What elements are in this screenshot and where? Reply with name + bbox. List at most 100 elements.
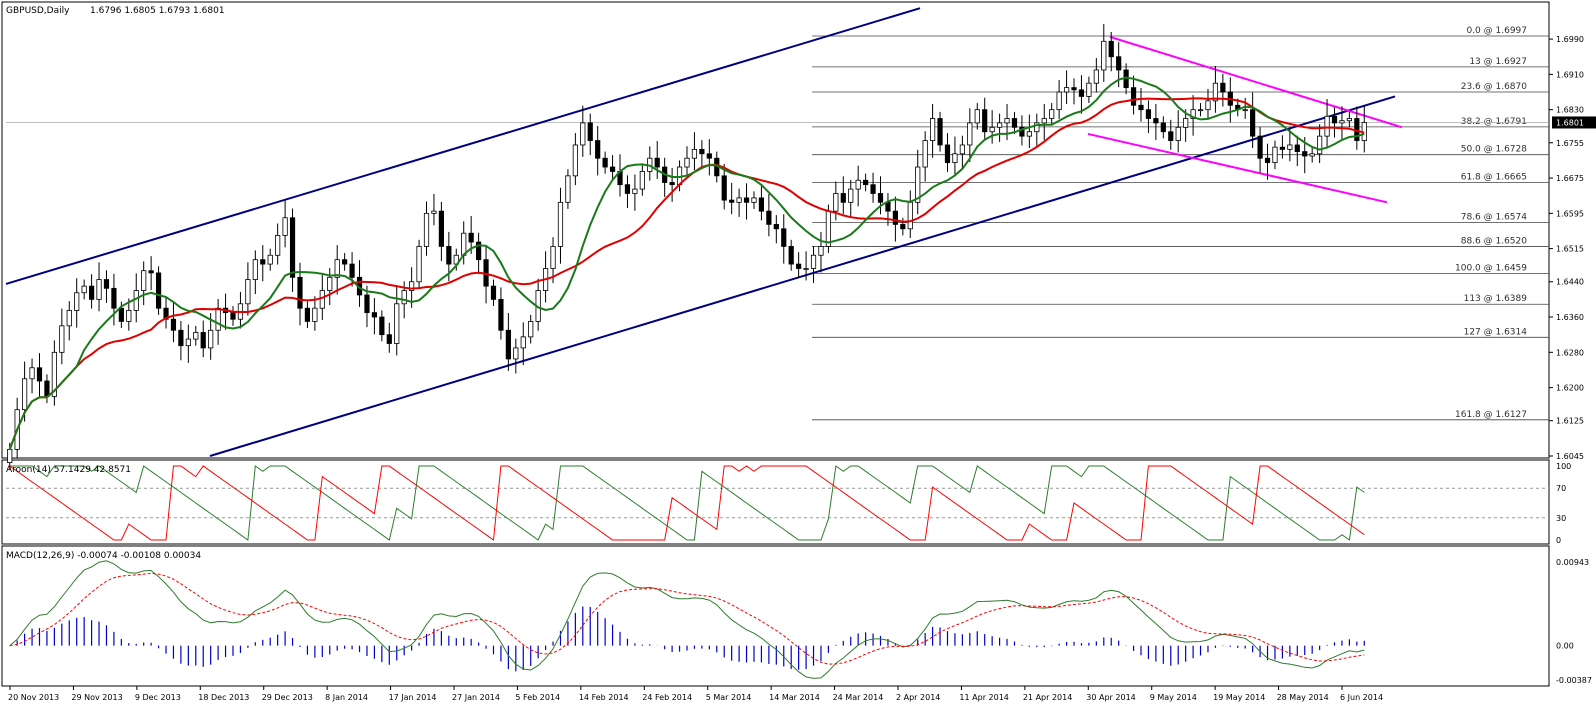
candle-body <box>1250 109 1256 137</box>
candle-body <box>1063 87 1070 93</box>
macd-title: MACD(12,26,9) -0.00074 -0.00108 0.00034 <box>6 551 201 561</box>
candle-body <box>729 199 735 203</box>
candle-body <box>1049 109 1055 119</box>
candle-body <box>1034 122 1040 133</box>
candle-body <box>1078 89 1085 97</box>
candle-body <box>587 122 593 141</box>
candle-body <box>1004 118 1010 124</box>
candle-body <box>1272 146 1278 164</box>
candle-body <box>572 144 578 177</box>
candle-body <box>394 303 400 344</box>
aroon-title: Aroon(14) 57.1429 42.8571 <box>6 465 131 475</box>
price-y-tick-label: 1.6595 <box>1556 209 1584 218</box>
candle-body <box>863 179 869 186</box>
candle-body <box>959 144 965 155</box>
candle-body <box>602 157 608 168</box>
fib-level-label: 127 @ 1.6314 <box>1464 327 1528 337</box>
current-price-marker <box>1552 116 1596 129</box>
candle-body <box>1346 118 1352 122</box>
candle-body <box>1279 146 1286 150</box>
candle-body <box>438 210 444 247</box>
candle-body <box>580 122 586 146</box>
candle-body <box>1101 40 1107 71</box>
fib-level-label: 88.6 @ 1.6520 <box>1461 236 1528 246</box>
macd-y-tick-label: 0.00 <box>1556 642 1574 651</box>
candle-body <box>215 307 221 331</box>
candle-body <box>22 378 28 411</box>
candle-body <box>386 334 392 344</box>
candle-body <box>401 290 407 305</box>
candle-body <box>632 188 638 194</box>
candle-body <box>208 329 214 349</box>
candle-body <box>51 351 57 397</box>
aroon-down-line <box>9 465 1365 541</box>
candle-body <box>1242 109 1248 112</box>
candle-body <box>327 276 333 291</box>
x-tick-label: 19 May 2014 <box>1213 693 1265 702</box>
candle-body <box>1153 118 1159 124</box>
candle-body <box>178 329 184 347</box>
aroon-panel <box>6 465 1549 541</box>
candle-body <box>810 254 817 269</box>
candle-body <box>1086 82 1092 97</box>
candle-body <box>312 307 318 322</box>
candle-body <box>796 263 802 269</box>
candle-body <box>877 193 884 203</box>
x-tick-label: 30 Apr 2014 <box>1086 693 1135 702</box>
candle-body <box>267 254 273 265</box>
candle-body <box>304 307 311 322</box>
x-tick-label: 14 Feb 2014 <box>579 693 629 702</box>
aroon-y-tick-label: 100 <box>1556 462 1571 471</box>
price-y-tick-label: 1.6440 <box>1556 278 1584 287</box>
candle-body <box>1071 87 1077 91</box>
x-tick-label: 29 Dec 2013 <box>262 693 313 702</box>
candle-body <box>781 228 787 247</box>
x-tick-label: 28 May 2014 <box>1277 693 1329 702</box>
candle-body <box>721 175 727 201</box>
candle-body <box>892 210 898 225</box>
x-tick-label: 18 Dec 2013 <box>198 693 249 702</box>
candle-body <box>743 197 750 203</box>
fib-level-label: 113 @ 1.6389 <box>1464 294 1528 304</box>
candle-body <box>1331 115 1338 124</box>
candle-body <box>193 332 199 340</box>
moving-average-green <box>8 76 1365 450</box>
candle-body <box>468 232 474 243</box>
candle-body <box>36 367 43 382</box>
candle-body <box>1056 91 1062 111</box>
price-ohlc-readout: 1.6796 1.6805 1.6793 1.6801 <box>90 6 225 16</box>
candle-body <box>476 241 482 261</box>
macd-y-tick-label: 0.00943 <box>1556 558 1589 567</box>
candle-body <box>803 268 809 270</box>
candle-body <box>260 259 266 265</box>
candle-body <box>1309 153 1315 157</box>
candle-body <box>66 310 72 327</box>
candle-body <box>148 270 154 274</box>
aroon-y-tick-label: 30 <box>1556 514 1566 523</box>
candle-body <box>1294 144 1300 152</box>
candle-body <box>461 232 467 256</box>
candle-body <box>930 118 936 141</box>
x-tick-label: 14 Mar 2014 <box>769 693 820 702</box>
candle-body <box>1011 118 1018 128</box>
candle-body <box>550 246 556 269</box>
price-y-tick-label: 1.6045 <box>1556 452 1584 461</box>
candle-body <box>200 332 206 349</box>
candle-body <box>982 109 988 133</box>
candle-body <box>691 148 698 159</box>
channel-lower-trendline <box>209 95 1396 457</box>
candle-body <box>1145 109 1152 119</box>
candle-body <box>498 298 504 331</box>
candle-body <box>915 166 921 203</box>
candle-body <box>669 182 675 186</box>
candle-body <box>1339 120 1345 124</box>
price-y-tick-label: 1.6125 <box>1556 417 1584 426</box>
candle-body <box>81 285 87 294</box>
candle-body <box>170 318 177 331</box>
x-tick-label: 29 Nov 2013 <box>71 693 122 702</box>
channel-upper-trendline <box>5 7 921 285</box>
candle-body <box>1019 126 1025 137</box>
fib-level-label: 161.8 @ 1.6127 <box>1455 410 1527 420</box>
candle-body <box>624 184 631 194</box>
candle-body <box>1317 135 1323 155</box>
